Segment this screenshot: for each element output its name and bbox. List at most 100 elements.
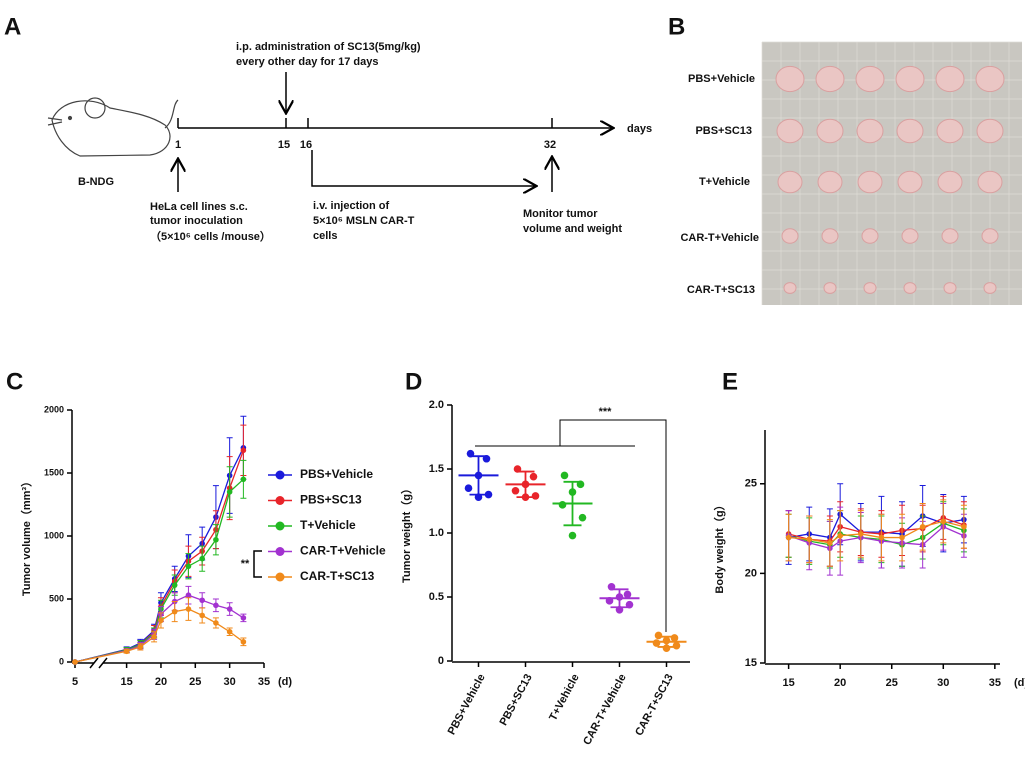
tumor (816, 118, 844, 144)
point (72, 659, 78, 665)
legend-marker (275, 496, 285, 505)
panel-label: B (668, 13, 685, 40)
treatment-text: every other day for 17 days (236, 56, 378, 68)
injection-text: i.v. injection of (313, 200, 390, 212)
timeline-ticks (177, 118, 553, 128)
sd-bar (563, 480, 582, 527)
legend-label: PBS+SC13 (300, 493, 362, 507)
point (137, 644, 144, 650)
point (899, 534, 905, 541)
tumor (861, 228, 879, 244)
x-tick-label: 25 (886, 677, 898, 689)
x-tick-label: 15 (120, 676, 132, 688)
series-line (74, 450, 245, 663)
injection-text: cells (313, 230, 337, 242)
x-tick-label: 20 (155, 676, 167, 688)
y-tick-label: 0 (438, 655, 444, 667)
legend-label: T+Vehicle (300, 518, 356, 532)
point (226, 606, 233, 612)
tumor (823, 282, 837, 294)
legend-marker (275, 572, 285, 582)
point (213, 620, 219, 626)
series-line (788, 513, 965, 539)
x-tick-label: 25 (189, 676, 201, 688)
point (858, 531, 864, 537)
y-tick-label: 2.0 (429, 399, 444, 411)
y-tick-label: 1500 (44, 467, 64, 477)
y-tick-label: 25 (745, 478, 757, 490)
point (670, 634, 679, 642)
tumor (817, 170, 843, 194)
tumor (941, 228, 959, 244)
tumor (857, 170, 883, 194)
tumor (975, 65, 1005, 93)
tick-label: 32 (544, 139, 556, 151)
panel-label: C (6, 368, 23, 395)
tumor (897, 170, 923, 194)
y-axis-label: Body weight（g） (713, 499, 726, 593)
x-tick-label: PBS+SC13 (498, 672, 535, 728)
point (827, 540, 833, 546)
panel-label: A (4, 13, 21, 40)
tumor (937, 170, 963, 194)
point (199, 555, 205, 562)
tumor (775, 65, 805, 93)
tumor (896, 118, 924, 144)
x-tick-label: CAR-T+SC13 (633, 672, 676, 738)
y-tick-label: 0.5 (429, 591, 444, 603)
axis-unit: days (627, 123, 652, 135)
point (654, 631, 663, 640)
legend-marker (275, 547, 285, 556)
row-label: PBS+Vehicle (688, 73, 755, 85)
tumor (855, 65, 885, 93)
x-tick-label: CAR-T+Vehicle (581, 672, 628, 747)
tumor (895, 65, 925, 93)
point (123, 648, 130, 655)
x-tick-label: 30 (937, 677, 949, 689)
y-tick-label: 20 (745, 567, 757, 579)
tumor (821, 228, 839, 244)
x-tick-label: 35 (989, 677, 1001, 689)
point (226, 489, 233, 495)
tumor (983, 282, 997, 294)
legend-label: CAR-T+SC13 (300, 569, 375, 583)
row-label: PBS+SC13 (695, 125, 752, 137)
legend-label: CAR-T+Vehicle (300, 544, 386, 558)
point (560, 471, 569, 480)
y-tick-label: 500 (49, 593, 64, 603)
tumor (901, 228, 919, 244)
point (171, 582, 178, 588)
sd-bar (657, 635, 676, 648)
point (806, 536, 813, 543)
point (158, 617, 164, 624)
tumor (936, 118, 964, 144)
y-tick-label: 0 (59, 656, 64, 666)
tumor (783, 282, 797, 294)
point (919, 523, 926, 530)
point (213, 602, 219, 609)
tumor (776, 118, 804, 144)
x-tick-label: PBS+Vehicle (446, 672, 488, 737)
inoculation-text: （5×10⁶ cells /mouse） (150, 230, 271, 243)
tick-label: 16 (300, 139, 312, 151)
tumor (815, 65, 845, 93)
inoculation-text: tumor inoculation (150, 215, 243, 227)
point (558, 501, 567, 509)
sd-bar (610, 588, 629, 609)
point (213, 536, 219, 543)
point (199, 597, 205, 604)
sd-bar (469, 455, 488, 496)
row-label: CAR-T+Vehicle (680, 232, 759, 244)
monitor-text: volume and weight (523, 223, 622, 235)
point (151, 634, 157, 640)
y-tick-label: 1.0 (429, 527, 444, 539)
point (185, 592, 192, 599)
point (240, 639, 247, 645)
injection-text: 5×10⁶ MSLN CAR-T (313, 215, 415, 227)
y-tick-label: 1.5 (429, 463, 444, 475)
point (878, 534, 885, 541)
point (511, 486, 520, 495)
mouse-icon (47, 97, 179, 157)
significance-bracket (253, 550, 262, 578)
